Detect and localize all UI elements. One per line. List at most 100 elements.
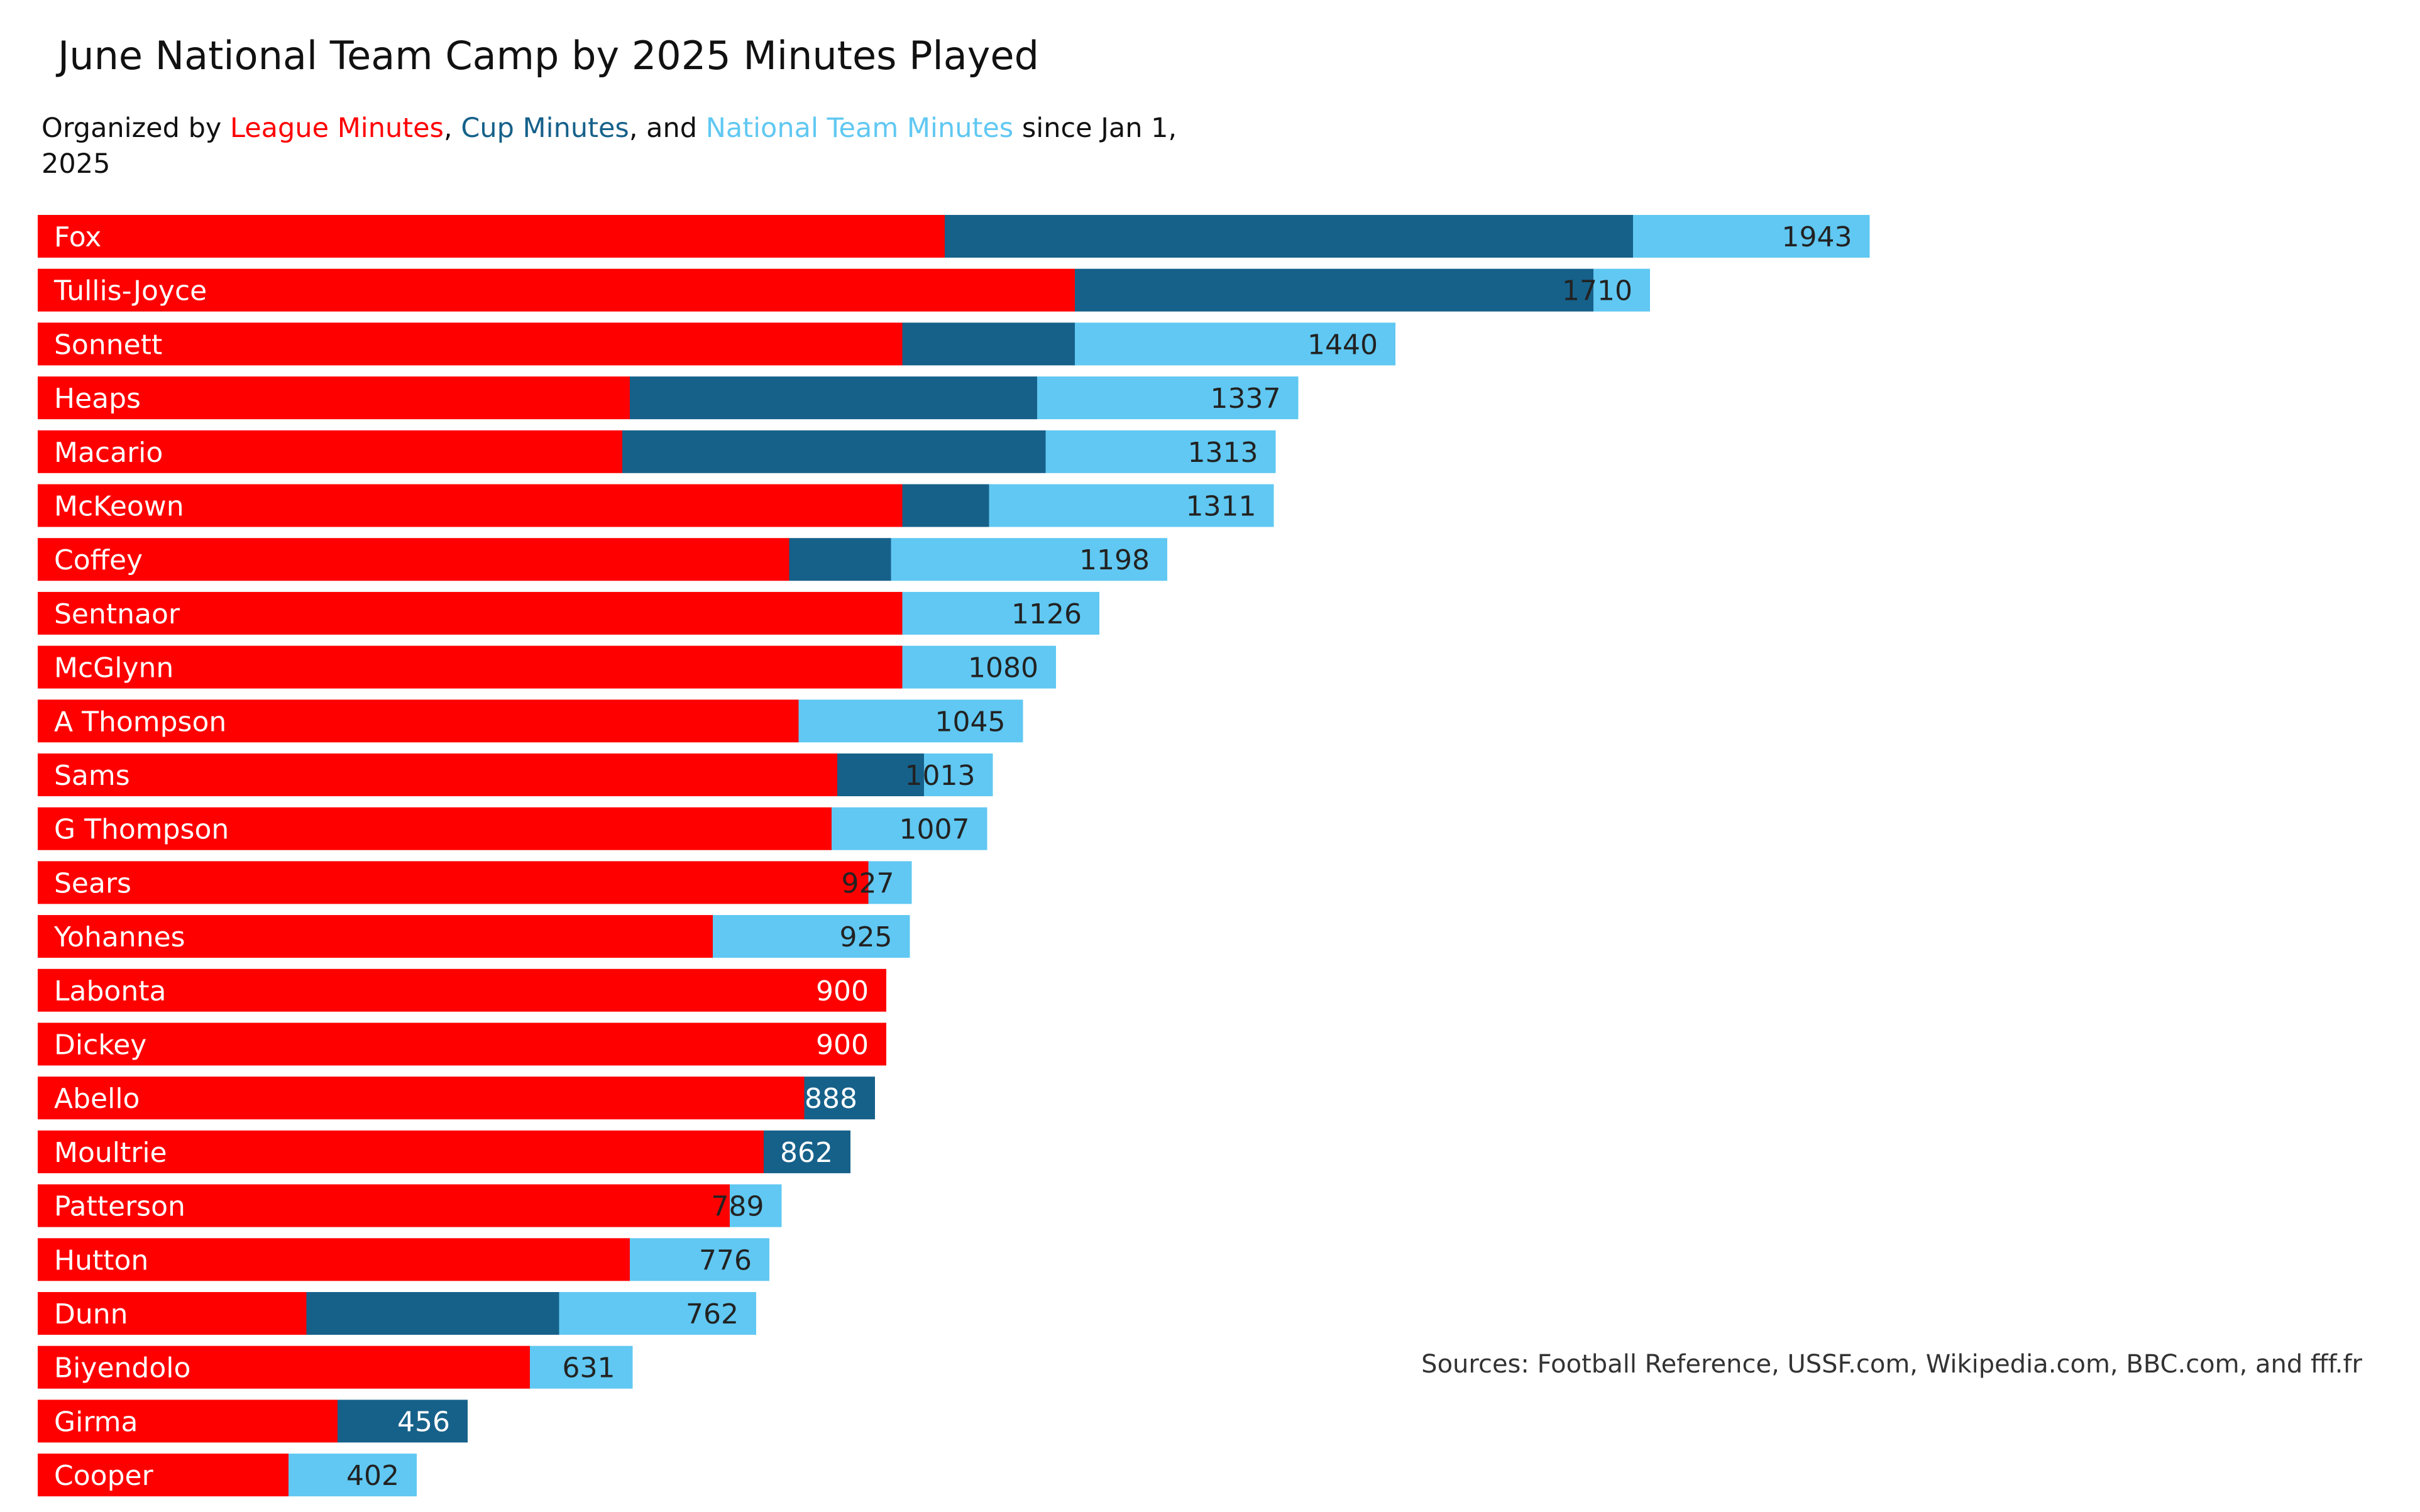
cup-bar (902, 322, 1075, 366)
player-label: Girma (54, 1406, 138, 1438)
national-bar (989, 484, 1274, 527)
national-bar (530, 1345, 633, 1389)
player-label: Dunn (54, 1298, 128, 1330)
subtitle-prefix: Organized by (41, 112, 231, 144)
national-bar (902, 645, 1056, 689)
bar-row-yohannes: Yohannes 925 (38, 915, 910, 958)
national-bar (891, 538, 1167, 581)
bar-row-cooper: Cooper 402 (38, 1454, 417, 1497)
national-bar (1037, 376, 1299, 420)
national-bar (1045, 430, 1276, 473)
bar-row-dickey: Dickey 900 (38, 1022, 886, 1066)
player-label: Tullis-Joyce (53, 275, 207, 307)
total-value-label: 402 (346, 1460, 399, 1492)
cup-bar (837, 753, 924, 796)
bar-row-dunn: Dunn 762 (38, 1292, 756, 1335)
league-bar (38, 538, 789, 581)
league-bar (38, 215, 945, 258)
league-bar (38, 699, 799, 743)
chart-subtitle: Organized by League Minutes, Cup Minutes… (41, 111, 1236, 182)
total-value-label: 1126 (1011, 598, 1082, 630)
player-label: Macario (54, 437, 163, 469)
league-bar (38, 376, 630, 420)
total-value-label: 862 (780, 1137, 833, 1169)
bar-row-biyendolo: Biyendolo 631 (38, 1345, 633, 1389)
bar-row-heaps: Heaps 1337 (38, 376, 1299, 420)
cup-bar (622, 430, 1046, 473)
total-value-label: 888 (805, 1083, 857, 1115)
league-bar (38, 1184, 730, 1227)
bar-row-hutton: Hutton 776 (38, 1238, 769, 1281)
league-bar (38, 1454, 289, 1497)
player-label: Sonnett (54, 329, 162, 361)
subtitle-sep-2: , and (629, 112, 706, 144)
league-bar (38, 645, 903, 689)
bar-row-abello: Abello 888 (38, 1076, 875, 1120)
national-bar (924, 753, 993, 796)
national-bar (630, 1238, 769, 1281)
league-bar (38, 1130, 764, 1173)
player-label: Fox (54, 221, 101, 253)
sources-note: Sources: Football Reference, USSF.com, W… (1421, 1350, 2362, 1379)
subtitle-sep-1: , (443, 112, 461, 144)
total-value-label: 456 (397, 1406, 450, 1438)
national-bar (559, 1292, 756, 1335)
total-value-label: 1045 (935, 706, 1006, 738)
cup-bar (1075, 268, 1593, 312)
player-label: Sentnaor (54, 598, 180, 630)
bar-row-g-thompson: G Thompson 1007 (38, 807, 987, 850)
national-bar (1593, 268, 1650, 312)
total-value-label: 1007 (899, 814, 970, 846)
bar-row-tullis-joyce: Tullis-Joyce 1710 (38, 268, 1650, 312)
player-label: Cooper (54, 1460, 154, 1492)
player-label: G Thompson (54, 814, 229, 846)
bar-row-coffey: Coffey 1198 (38, 538, 1167, 581)
bar-row-sentnaor: Sentnaor 1126 (38, 591, 1099, 635)
player-label: Sams (54, 760, 130, 792)
league-bar (38, 1238, 630, 1281)
bar-row-sears: Sears 927 (38, 861, 912, 904)
player-label: Sears (54, 867, 131, 899)
league-bar (38, 322, 903, 366)
league-bar (38, 807, 832, 850)
total-value-label: 1013 (905, 760, 976, 792)
league-bar (38, 430, 622, 473)
national-bar (713, 915, 910, 958)
league-bar (38, 591, 903, 635)
cup-bar (945, 215, 1633, 258)
cup-bar (764, 1130, 850, 1173)
player-label: Coffey (54, 544, 143, 576)
subtitle-suffix: since Jan 1, 2025 (41, 112, 1177, 180)
league-bar (38, 968, 886, 1012)
bar-row-moultrie: Moultrie 862 (38, 1130, 850, 1173)
player-label: Biyendolo (54, 1352, 190, 1384)
player-label: McGlynn (54, 652, 173, 684)
league-bar (38, 1292, 307, 1335)
bar-row-labonta: Labonta 900 (38, 968, 886, 1012)
player-label: A Thompson (54, 706, 226, 738)
league-bar (38, 484, 903, 527)
total-value-label: 1313 (1188, 437, 1258, 469)
national-bar (868, 861, 912, 904)
cup-bar (804, 1076, 875, 1120)
bar-row-mcglynn: McGlynn 1080 (38, 645, 1056, 689)
national-bar (798, 699, 1023, 743)
cup-bar (338, 1400, 468, 1443)
national-bar (289, 1454, 417, 1497)
national-bar (1075, 322, 1395, 366)
total-value-label: 631 (563, 1352, 615, 1384)
legend-national: National Team Minutes (705, 112, 1014, 144)
national-bar (730, 1184, 782, 1227)
player-label: Patterson (54, 1191, 185, 1223)
total-value-label: 900 (816, 975, 869, 1007)
player-label: McKeown (54, 491, 184, 523)
total-value-label: 927 (842, 867, 894, 899)
cup-bar (902, 484, 989, 527)
bar-row-a-thompson: A Thompson 1045 (38, 699, 1023, 743)
league-bar (38, 915, 713, 958)
player-label: Abello (54, 1083, 140, 1115)
player-label: Dickey (54, 1029, 146, 1061)
national-bar (1633, 215, 1870, 258)
bar-row-girma: Girma 456 (38, 1400, 468, 1443)
